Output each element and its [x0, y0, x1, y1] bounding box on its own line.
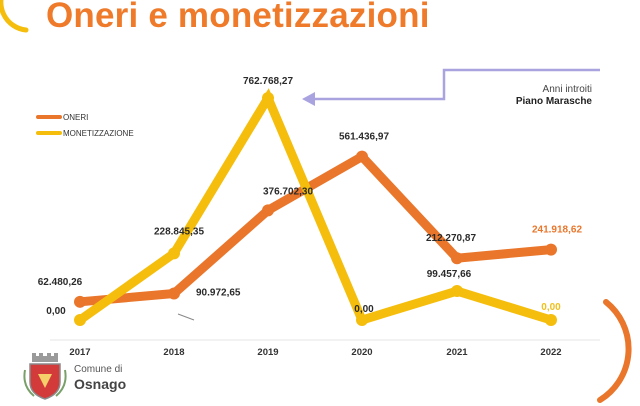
data-label-monetizzazione-2017: 0,00 — [46, 306, 66, 317]
series-point-monetizzazione-2020 — [356, 314, 368, 326]
series-point-monetizzazione-2018 — [168, 247, 180, 260]
legend: ONERI MONETIZZAZIONE — [36, 113, 134, 138]
decorative-arc-bottom-right — [597, 299, 632, 403]
data-label-oneri-2019: 376.702,30 — [263, 186, 313, 197]
x-tick-label-2020: 2020 — [351, 347, 372, 358]
annotation-arrow — [302, 68, 600, 106]
series-point-oneri-2021 — [451, 252, 463, 265]
data-label-monetizzazione-2019: 762.768,27 — [243, 76, 293, 87]
annotation-line-1: Anni introiti — [543, 84, 592, 95]
annotation-line-2: Piano Marasche — [516, 96, 593, 107]
logo-text-line-1: Comune di — [74, 364, 123, 375]
series-line-oneri — [75, 150, 556, 307]
data-label-monetizzazione-2020: 0,00 — [354, 304, 374, 315]
data-label-oneri-2017: 62.480,26 — [38, 277, 83, 288]
series-point-oneri-2020 — [356, 150, 368, 163]
series-point-monetizzazione-2021 — [451, 285, 463, 298]
series-point-oneri-2017 — [74, 295, 86, 308]
x-tick-label-2017: 2017 — [69, 347, 90, 358]
x-tick-label-2022: 2022 — [540, 347, 561, 358]
data-label-oneri-2020: 561.436,97 — [339, 132, 389, 143]
series-point-oneri-2019 — [262, 204, 274, 217]
slide-title: Oneri e monetizzazioni — [46, 0, 430, 35]
series-point-oneri-2018 — [168, 287, 180, 300]
series-line-monetizzazione — [75, 88, 556, 326]
data-label-oneri-2022: 241.918,62 — [532, 225, 582, 236]
municipality-crest-icon — [23, 353, 67, 400]
data-label-monetizzazione-2018: 228.845,35 — [154, 226, 204, 237]
logo-text-line-2: Osnago — [74, 376, 127, 392]
leader-line-oneri-2018 — [177, 313, 195, 321]
legend-label-oneri: ONERI — [63, 113, 88, 122]
x-tick-label-2021: 2021 — [446, 347, 468, 358]
series-point-monetizzazione-2022 — [545, 314, 557, 326]
decorative-arc-top-left — [0, 0, 29, 33]
series-point-monetizzazione-2019 — [262, 92, 274, 104]
x-tick-label-2019: 2019 — [257, 347, 278, 358]
x-tick-label-2018: 2018 — [163, 347, 184, 358]
data-label-oneri-2018: 90.972,65 — [196, 288, 241, 299]
legend-label-monetizzazione: MONETIZZAZIONE — [63, 129, 134, 138]
series-point-oneri-2022 — [545, 243, 557, 256]
data-label-oneri-2021: 212.270,87 — [426, 233, 476, 244]
data-label-monetizzazione-2021: 99.457,66 — [427, 269, 472, 280]
data-label-monetizzazione-2022: 0,00 — [541, 302, 561, 313]
series-point-monetizzazione-2017 — [74, 314, 86, 326]
